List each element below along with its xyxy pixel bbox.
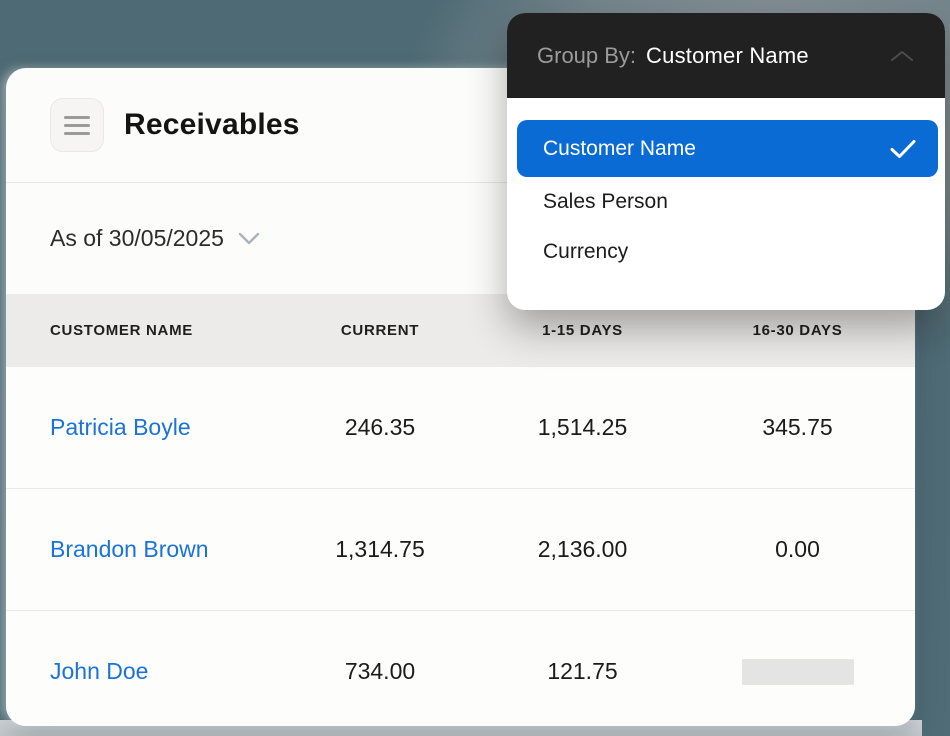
customer-link[interactable]: Patricia Boyle bbox=[50, 414, 191, 440]
receivables-report-card: Receivables As of 30/05/2025 CUSTOMER NA… bbox=[6, 68, 915, 726]
option-label: Currency bbox=[543, 240, 629, 263]
option-label: Customer Name bbox=[543, 136, 696, 160]
table-row: John Doe 734.00 121.75 bbox=[6, 610, 915, 726]
customer-link[interactable]: John Doe bbox=[50, 658, 149, 684]
days-1-15-value: 2,136.00 bbox=[537, 536, 628, 562]
days-16-30-value: 0.00 bbox=[775, 536, 820, 562]
group-by-header[interactable]: Group By: Customer Name bbox=[507, 13, 945, 98]
option-customer-name[interactable]: Customer Name bbox=[517, 120, 938, 177]
group-by-selected-value: Customer Name bbox=[646, 42, 809, 68]
current-value: 246.35 bbox=[344, 414, 416, 440]
table-row: Brandon Brown 1,314.75 2,136.00 0.00 bbox=[6, 488, 915, 610]
days-1-15-value: 1,514.25 bbox=[537, 414, 628, 440]
group-by-label: Group By: bbox=[537, 42, 637, 68]
group-by-dropdown: Group By: Customer Name Customer Name Sa… bbox=[507, 13, 945, 310]
table-header-row: CUSTOMER NAME CURRENT 1-15 DAYS 16-30 DA… bbox=[6, 294, 915, 367]
date-filter-label[interactable]: As of 30/05/2025 bbox=[50, 225, 224, 251]
chevron-up-icon[interactable] bbox=[889, 49, 915, 63]
chevron-down-icon[interactable] bbox=[238, 232, 260, 246]
page-title: Receivables bbox=[124, 108, 300, 141]
days-16-30-cell bbox=[690, 658, 905, 685]
table-row: Patricia Boyle 246.35 1,514.25 345.75 bbox=[6, 367, 915, 488]
group-by-options-list: Customer Name Sales Person Currency bbox=[507, 98, 945, 310]
column-header-1-15-days: 1-15 DAYS bbox=[542, 322, 623, 339]
menu-button[interactable] bbox=[50, 98, 104, 152]
current-value: 1,314.75 bbox=[335, 536, 425, 562]
option-sales-person[interactable]: Sales Person bbox=[517, 177, 938, 227]
days-1-15-value: 121.75 bbox=[547, 658, 618, 684]
current-value: 734.00 bbox=[344, 658, 416, 684]
option-currency[interactable]: Currency bbox=[517, 227, 938, 277]
option-label: Sales Person bbox=[543, 190, 668, 213]
column-header-16-30-days: 16-30 DAYS bbox=[752, 322, 843, 339]
column-header-current: CURRENT bbox=[340, 322, 420, 339]
customer-link[interactable]: Brandon Brown bbox=[50, 536, 209, 562]
days-16-30-value: 345.75 bbox=[762, 414, 833, 440]
report-header: Receivables bbox=[6, 68, 915, 183]
check-icon bbox=[890, 139, 916, 159]
column-header-customer-name: CUSTOMER NAME bbox=[50, 322, 193, 339]
loading-placeholder bbox=[741, 658, 854, 685]
